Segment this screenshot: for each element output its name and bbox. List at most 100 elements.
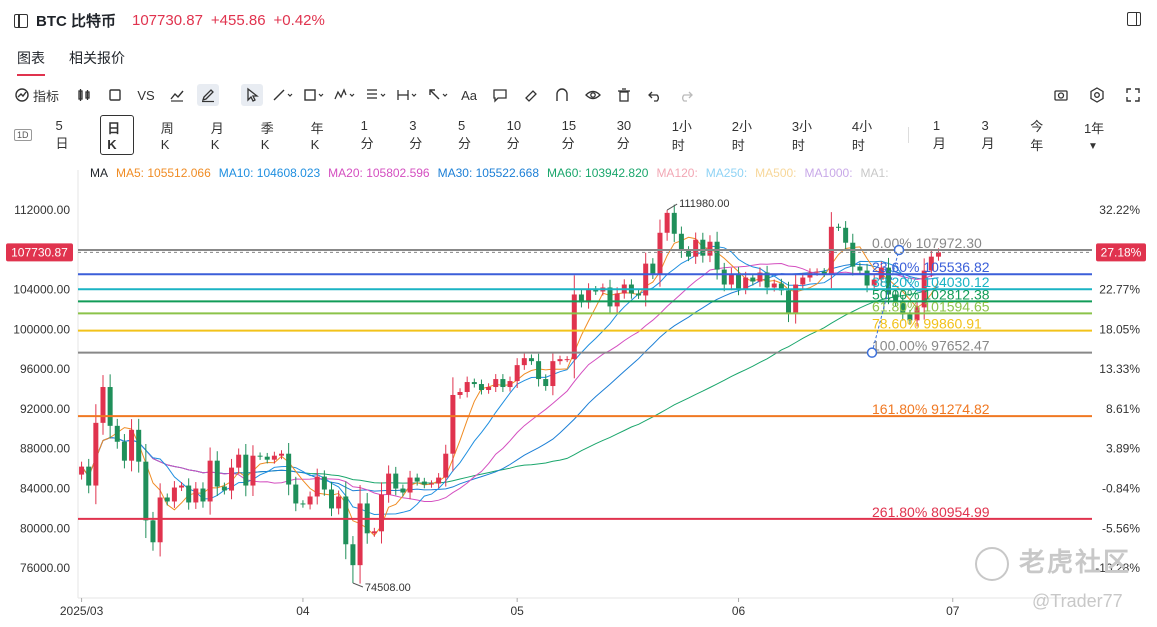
period-1d-badge[interactable]: 1D (14, 129, 32, 141)
candle-body (350, 544, 356, 566)
eraser-icon (525, 90, 537, 102)
fib-level-label: 261.80% 80954.99 (872, 504, 990, 520)
period-3m[interactable]: 3月 (981, 118, 995, 151)
measure-icon (397, 90, 417, 100)
view-tabs: 图表 相关报价 (17, 48, 125, 76)
candle-body (650, 263, 656, 274)
wave-pattern-icon (334, 88, 355, 100)
author-credit: @Trader77 (1032, 591, 1123, 611)
candle-body (286, 453, 292, 485)
redo-button[interactable] (675, 84, 697, 106)
tab-chart[interactable]: 图表 (17, 48, 45, 76)
delete-drawings-button[interactable] (613, 84, 635, 106)
candle-body (893, 294, 899, 302)
comment-icon (493, 89, 507, 103)
text-tool-button[interactable]: Aa (461, 87, 477, 103)
undo-button[interactable] (644, 84, 666, 106)
candle-body (214, 460, 220, 487)
period-3h[interactable]: 3小时 (791, 119, 813, 153)
candle-body (528, 358, 534, 362)
period-1y[interactable]: 1年 ▼ (1080, 116, 1121, 154)
settings-button[interactable] (1086, 84, 1108, 106)
period-3min[interactable]: 3分 (409, 118, 423, 151)
ma-legend-item: MA500: (755, 166, 797, 180)
cursor-tool-button[interactable] (241, 84, 264, 106)
candle-body (107, 387, 113, 426)
chart-style-button[interactable] (166, 84, 188, 106)
y-tick-percent-label: -5.56% (1102, 521, 1140, 535)
fib-handle-bottom (866, 347, 878, 358)
fibonacci-tool-button[interactable] (365, 84, 387, 106)
symbol-title: BTC 比特币 (36, 13, 116, 30)
magnet-tool-button[interactable] (520, 84, 542, 106)
compare-button[interactable]: VS (137, 87, 155, 103)
period-30min[interactable]: 30分 (616, 118, 632, 151)
ma-legend-item: MA5: 105512.066 (116, 166, 211, 180)
ma-legend-item: MA10: 104608.023 (218, 166, 321, 180)
period-selector: 1D 5日 日K 周K 月K 季K 年K 1分 3分 5分 10分 15分 30… (14, 115, 1144, 155)
period-2h[interactable]: 2小时 (731, 119, 752, 153)
period-10min[interactable]: 10分 (506, 118, 522, 151)
period-ytd[interactable]: 今年 (1030, 119, 1044, 153)
candle-body (186, 485, 192, 503)
y-tick-label: 84000.00 (20, 482, 70, 496)
candle-body (736, 273, 742, 289)
camera-icon (1054, 90, 1068, 101)
period-1h[interactable]: 1小时 (671, 119, 692, 153)
period-4h[interactable]: 4小时 (851, 119, 873, 153)
candle-body (800, 277, 806, 285)
period-yearly[interactable]: 年K (310, 121, 324, 152)
fibonacci-icon (367, 89, 386, 99)
shape-tool-button[interactable] (303, 84, 325, 106)
pattern-tool-button[interactable] (334, 84, 356, 106)
fib-level-label: 50.00% 102812.38 (872, 286, 990, 302)
visibility-button[interactable] (582, 84, 604, 106)
expand-panel-icon[interactable] (14, 13, 28, 28)
current-pct-tag (1096, 243, 1146, 262)
candle-body (700, 239, 706, 256)
measure-tool-button[interactable] (396, 84, 418, 106)
rectangle-tool-button[interactable] (104, 84, 126, 106)
fib-level-label: 161.80% 91274.82 (872, 401, 990, 417)
cursor-icon (247, 87, 259, 102)
candle-body (129, 429, 135, 461)
period-1min[interactable]: 1分 (360, 118, 374, 151)
candle-body (857, 266, 863, 271)
candle-body (821, 271, 827, 274)
candle-body (843, 227, 849, 243)
candle-body (778, 283, 784, 291)
indicator-button[interactable]: 指标 (14, 84, 59, 106)
period-quarterly[interactable]: 季K (260, 121, 274, 152)
candle-body (714, 241, 720, 270)
period-5min[interactable]: 5分 (457, 118, 471, 151)
candle-body (764, 272, 770, 288)
period-daily[interactable]: 日K (100, 115, 134, 155)
period-monthly[interactable]: 月K (210, 121, 224, 152)
period-15min[interactable]: 15分 (561, 118, 577, 151)
candle-body (757, 272, 763, 282)
candle-body (329, 489, 334, 509)
arrow-tool-button[interactable] (427, 84, 449, 106)
snap-tool-button[interactable] (551, 84, 573, 106)
fullscreen-button[interactable] (1122, 84, 1144, 106)
line-tool-button[interactable] (272, 84, 294, 106)
y-tick-label: 88000.00 (20, 442, 70, 456)
tab-related-quotes[interactable]: 相关报价 (69, 50, 125, 66)
period-5d[interactable]: 5日 (55, 118, 69, 151)
candle-body (814, 271, 820, 273)
screenshot-button[interactable] (1050, 84, 1072, 106)
draw-toggle-button[interactable] (197, 84, 220, 106)
y-tick-percent-label: -0.84% (1102, 482, 1140, 496)
x-tick-label: 06 (732, 604, 746, 618)
trend-line-icon (273, 89, 293, 101)
candle-body (478, 384, 484, 391)
comment-tool-button[interactable] (489, 84, 511, 106)
collapse-panel-icon[interactable] (1127, 12, 1141, 26)
candle-type-button[interactable] (73, 84, 95, 106)
period-weekly[interactable]: 周K (160, 121, 174, 152)
period-1m[interactable]: 1月 (932, 118, 946, 151)
candle-body (371, 531, 377, 534)
redo-icon (682, 91, 693, 102)
candle-body (671, 212, 677, 234)
